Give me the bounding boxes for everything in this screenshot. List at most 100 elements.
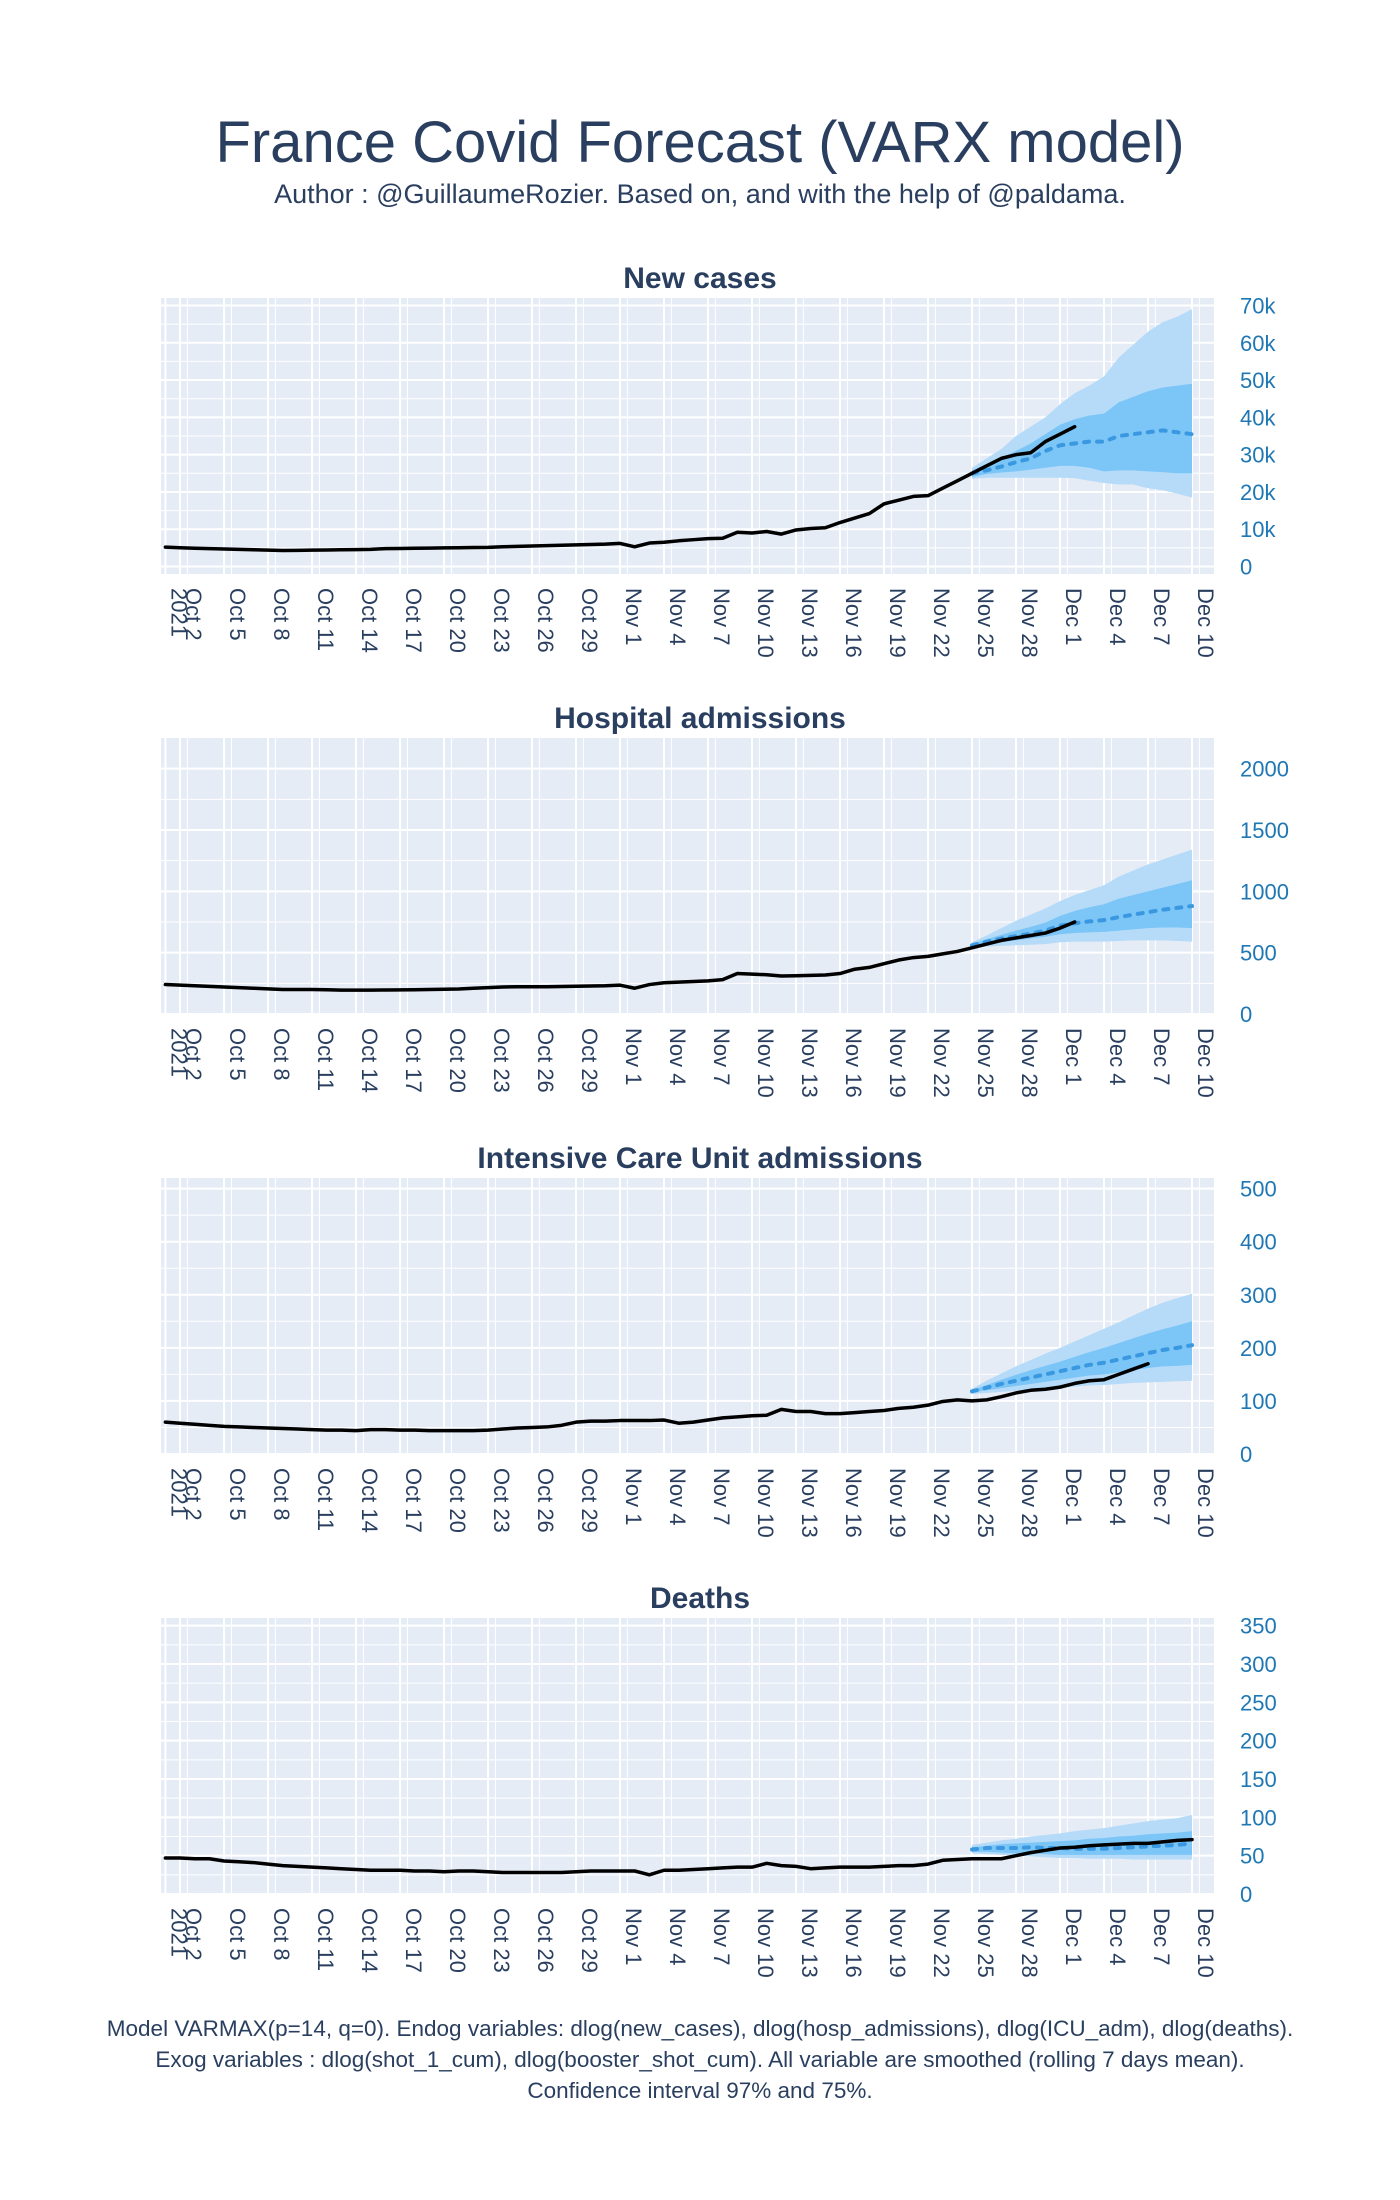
y-tick-label: 2000 [1240,757,1289,782]
x-tick-label: Oct 29 [577,588,602,653]
ci-75-band [972,880,1193,947]
x-tick-label: Oct 17 [401,1028,426,1093]
x-tick-label: Oct 5 [225,588,250,641]
x-tick-label: Nov 13 [797,1468,822,1538]
x-tick-label: Nov 19 [885,1468,910,1538]
x-tick-label: Nov 7 [709,1468,734,1525]
x-tick-label: Oct 5 [225,1468,250,1521]
x-tick-label: 2021 [166,1028,191,1077]
x-tick-label: Oct 23 [489,588,514,653]
y-tick-label: 200 [1240,1336,1277,1361]
observed-line [163,424,1077,553]
x-tick-label: Oct 20 [445,588,470,653]
footnote-line-ci: Confidence interval 97% and 75%. [527,2078,873,2103]
y-tick-label: 300 [1240,1652,1277,1677]
x-tick-label: Nov 25 [973,1468,998,1538]
x-tick-label: Dec 7 [1149,588,1174,645]
observed-line [163,1362,1150,1433]
x-tick-label: Nov 25 [973,1028,998,1098]
ci-75-band [972,1321,1193,1393]
x-tick-label: Nov 19 [885,1908,910,1978]
y-tick-label: 500 [1240,1177,1277,1202]
x-tick-label: Dec 1 [1061,1028,1086,1085]
x-tick-label: Nov 1 [621,1028,646,1085]
page-title: France Covid Forecast (VARX model) [215,110,1185,175]
plot-area [161,738,1214,1014]
x-tick-label: Nov 10 [753,588,778,658]
x-tick-label: 2021 [166,588,191,637]
x-tick-label: Oct 29 [577,1028,602,1093]
chart-title: Deaths [650,1582,750,1615]
page-subtitle: Author : @GuillaumeRozier. Based on, and… [274,179,1126,209]
x-tick-label: Oct 20 [445,1908,470,1973]
y-tick-label: 1000 [1240,879,1289,904]
x-tick-label: Nov 7 [709,588,734,645]
x-tick-label: Dec 1 [1061,1908,1086,1965]
footnote-line-model: Model VARMAX(p=14, q=0). Endog variables… [106,2016,1294,2041]
x-tick-label: Nov 16 [841,1908,866,1978]
y-tick-label: 0 [1240,1442,1252,1467]
y-tick-label: 100 [1240,1805,1277,1830]
x-tick-label: Oct 2 [181,1908,206,1961]
x-tick-label: Oct 17 [401,588,426,653]
x-tick-label: Dec 10 [1193,588,1218,658]
y-tick-label: 50 [1240,1844,1264,1869]
x-tick-label: Dec 1 [1061,1468,1086,1525]
y-tick-label: 500 [1240,941,1277,966]
x-tick-label: Oct 26 [533,1028,558,1093]
forecast-line [970,1343,1195,1394]
x-tick-label: Nov 22 [929,1468,954,1538]
x-tick-label: Oct 17 [401,1468,426,1533]
x-tick-label: Dec 1 [1061,588,1086,645]
x-tick-label: Nov 28 [1017,588,1042,658]
y-tick-label: 0 [1240,1882,1252,1907]
x-tick-label: Oct 23 [489,1468,514,1533]
x-tick-label: Oct 29 [577,1908,602,1973]
x-tick-label: Oct 5 [225,1908,250,1961]
x-tick-label: Nov 16 [841,1468,866,1538]
x-tick-label: Nov 7 [709,1908,734,1965]
x-tick-label: Dec 10 [1193,1908,1218,1978]
y-tick-label: 40k [1240,405,1276,430]
x-tick-label: Nov 13 [797,1028,822,1098]
x-tick-label: Dec 7 [1149,1908,1174,1965]
x-tick-label: Oct 14 [357,588,382,653]
x-tick-label: Oct 5 [225,1028,250,1081]
x-tick-label: Dec 4 [1105,588,1130,645]
x-tick-label: Oct 8 [269,1908,294,1961]
x-tick-label: Nov 4 [665,1908,690,1965]
x-tick-label: Nov 22 [929,588,954,658]
y-tick-label: 200 [1240,1729,1277,1754]
x-tick-label: Oct 2 [181,1028,206,1081]
x-tick-label: Oct 8 [269,1028,294,1081]
y-tick-label: 0 [1240,1002,1252,1027]
x-tick-label: Oct 26 [533,1908,558,1973]
x-tick-label: Dec 7 [1149,1028,1174,1085]
x-tick-label: Oct 23 [489,1028,514,1093]
x-tick-label: 2021 [166,1468,191,1517]
x-tick-label: Nov 10 [753,1468,778,1538]
y-tick-label: 10k [1240,517,1276,542]
x-tick-label: Nov 13 [797,1908,822,1978]
x-tick-label: Dec 4 [1105,1468,1130,1525]
x-tick-label: Oct 8 [269,1468,294,1521]
x-tick-label: Nov 7 [709,1028,734,1085]
x-tick-label: Oct 29 [577,1468,602,1533]
chart-panel-2: Hospital admissions05001000150020002021O… [161,702,1289,1098]
x-tick-label: Nov 28 [1017,1028,1042,1098]
x-tick-label: Nov 16 [841,1028,866,1098]
x-tick-label: Nov 4 [665,1468,690,1525]
x-tick-label: Nov 1 [621,588,646,645]
y-tick-label: 150 [1240,1767,1277,1792]
forecast-line [970,428,1195,476]
x-tick-label: Oct 14 [357,1908,382,1973]
x-tick-label: Dec 10 [1193,1468,1218,1538]
x-tick-label: Nov 10 [753,1028,778,1098]
x-tick-label: Dec 4 [1105,1028,1130,1085]
chart-title: New cases [623,262,776,295]
x-tick-label: Nov 13 [797,588,822,658]
x-tick-label: Nov 4 [665,588,690,645]
x-tick-label: Nov 19 [885,588,910,658]
